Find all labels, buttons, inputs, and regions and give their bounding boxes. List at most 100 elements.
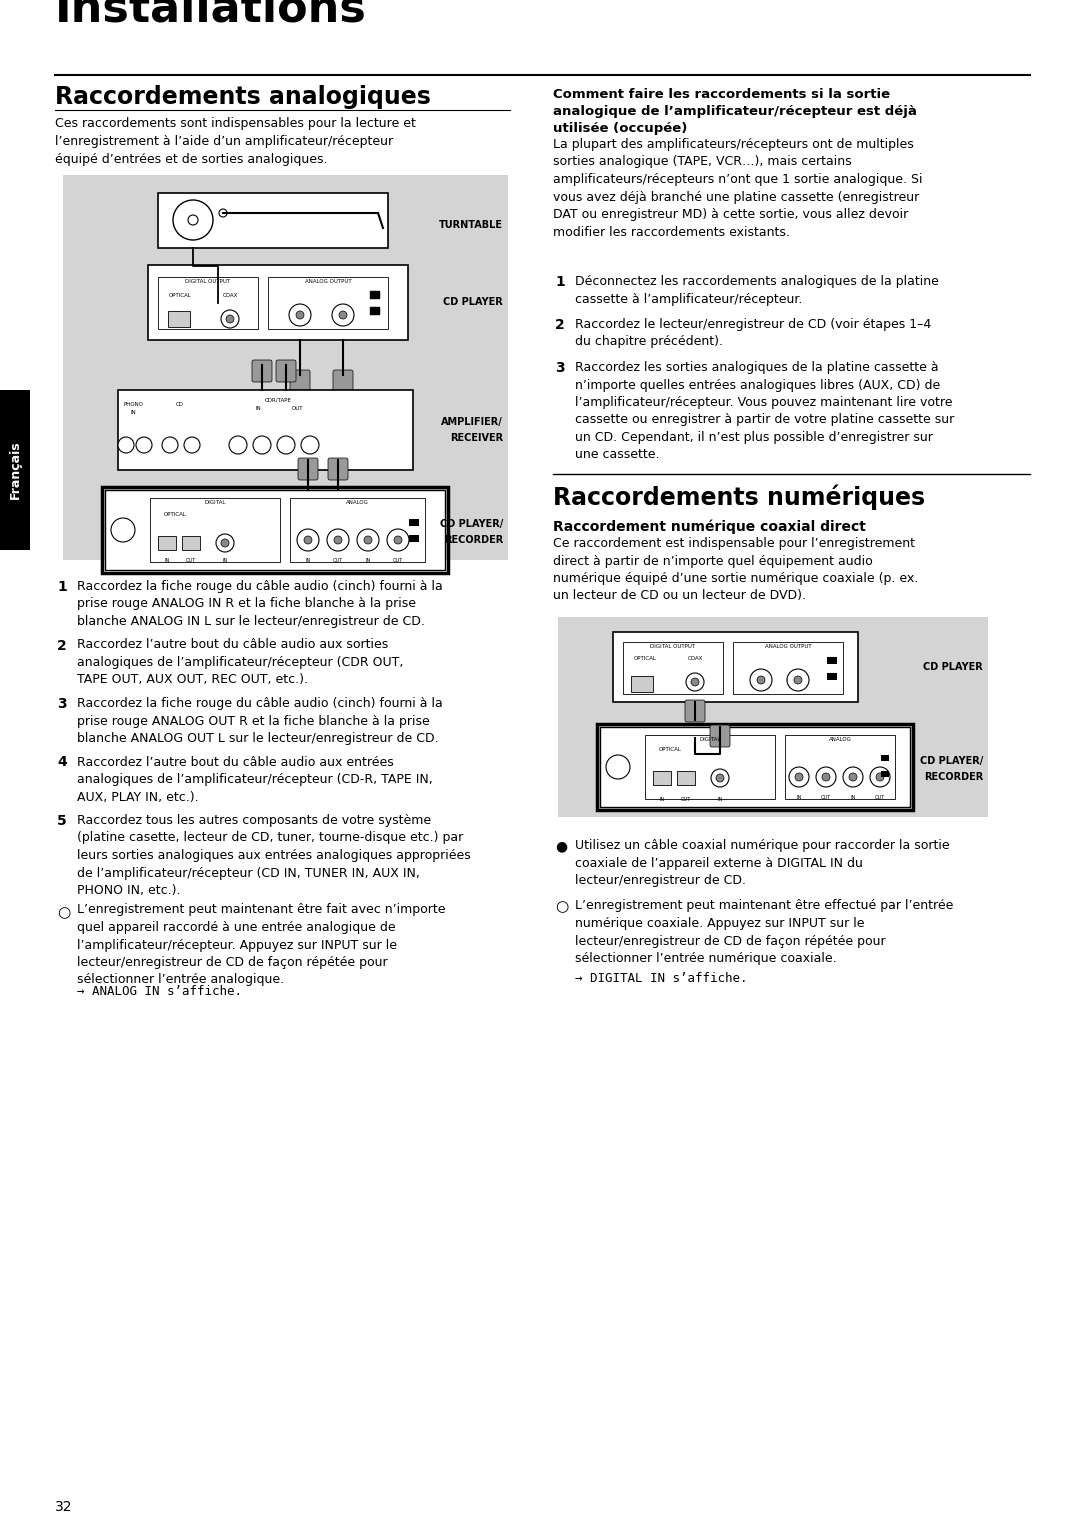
Bar (291, 497, 426, 562)
Bar (597, 723, 913, 810)
Bar (827, 673, 837, 681)
Text: CD PLAYER/: CD PLAYER/ (440, 519, 503, 530)
Text: RECEIVER: RECEIVER (450, 433, 503, 443)
Text: OUT: OUT (333, 559, 343, 563)
Bar (827, 658, 837, 664)
Text: CD: CD (176, 401, 184, 407)
Text: IN: IN (164, 559, 170, 563)
Circle shape (289, 304, 311, 327)
Bar (63, 175, 508, 560)
FancyBboxPatch shape (276, 360, 296, 382)
Bar (158, 192, 388, 249)
Circle shape (876, 774, 885, 781)
Text: 32: 32 (55, 1500, 72, 1514)
Text: OPTICAL: OPTICAL (168, 293, 191, 298)
Text: OUT: OUT (393, 559, 403, 563)
Text: Ces raccordements sont indispensables pour la lecture et
l’enregistrement à l’ai: Ces raccordements sont indispensables po… (55, 118, 416, 166)
Text: Raccordez la fiche rouge du câble audio (cinch) fourni à la
prise rouge ANALOG O: Raccordez la fiche rouge du câble audio … (77, 697, 443, 745)
Circle shape (795, 774, 804, 781)
Circle shape (789, 768, 809, 787)
Circle shape (327, 530, 349, 551)
Text: TURNTABLE: TURNTABLE (438, 220, 503, 230)
Bar (0, 391, 30, 549)
Text: COAX: COAX (687, 656, 703, 661)
Circle shape (711, 769, 729, 787)
Text: Déconnectez les raccordements analogiques de la platine
cassette à l’amplificate: Déconnectez les raccordements analogique… (575, 275, 939, 305)
Text: CD PLAYER/: CD PLAYER/ (920, 755, 983, 766)
Text: ●: ● (555, 839, 567, 853)
Bar (148, 266, 408, 340)
Text: → ANALOG IN s’affiche.: → ANALOG IN s’affiche. (77, 984, 242, 998)
Circle shape (394, 536, 402, 543)
Bar (613, 632, 858, 702)
FancyBboxPatch shape (710, 725, 730, 748)
Text: PHONO: PHONO (123, 401, 143, 407)
Text: Raccordez la fiche rouge du câble audio (cinch) fourni à la
prise rouge ANALOG I: Raccordez la fiche rouge du câble audio … (77, 580, 443, 629)
Text: IN: IN (130, 410, 136, 415)
Circle shape (716, 774, 724, 781)
Text: OUT: OUT (821, 795, 832, 800)
Text: OUT: OUT (293, 406, 303, 410)
Bar (370, 291, 380, 299)
Circle shape (339, 311, 347, 319)
Bar (733, 642, 843, 694)
Bar (600, 726, 910, 807)
Bar (623, 642, 723, 694)
Circle shape (216, 534, 234, 552)
Circle shape (301, 436, 319, 455)
Circle shape (757, 676, 765, 684)
Text: RECORDER: RECORDER (923, 772, 983, 781)
Bar (268, 278, 388, 330)
Text: ANALOG OUTPUT: ANALOG OUTPUT (765, 644, 811, 649)
Text: Raccordez le lecteur/enregistreur de CD (voir étapes 1–4
du chapitre précédent).: Raccordez le lecteur/enregistreur de CD … (575, 317, 931, 348)
FancyBboxPatch shape (685, 700, 705, 722)
Bar (150, 497, 280, 562)
Text: OPTICAL: OPTICAL (163, 513, 187, 517)
Bar (102, 487, 448, 572)
Text: COAX: COAX (222, 293, 238, 298)
Bar (409, 519, 419, 526)
Text: IN: IN (660, 797, 664, 803)
Circle shape (816, 768, 836, 787)
Text: ANALOG OUTPUT: ANALOG OUTPUT (305, 279, 351, 284)
Bar (631, 676, 653, 691)
Circle shape (822, 774, 831, 781)
Bar (677, 771, 696, 784)
Text: RECORDER: RECORDER (444, 536, 503, 545)
Circle shape (226, 314, 234, 324)
Circle shape (111, 517, 135, 542)
Text: Ce raccordement est indispensable pour l’enregistrement
direct à partir de n’imp: Ce raccordement est indispensable pour l… (553, 537, 918, 603)
Text: DIGITAL: DIGITAL (700, 737, 720, 742)
Text: Raccordez l’autre bout du câble audio aux entrées
analogiques de l’amplificateur: Raccordez l’autre bout du câble audio au… (77, 755, 433, 804)
Text: 3: 3 (555, 362, 565, 375)
Circle shape (332, 304, 354, 327)
Circle shape (219, 209, 227, 217)
Text: IN: IN (717, 797, 723, 803)
Text: IN: IN (222, 559, 228, 563)
Text: ○: ○ (555, 899, 568, 914)
Circle shape (750, 668, 772, 691)
Circle shape (276, 436, 295, 455)
Circle shape (303, 536, 312, 543)
Text: CD PLAYER: CD PLAYER (923, 662, 983, 671)
Circle shape (686, 673, 704, 691)
Bar (881, 771, 889, 777)
Text: IN: IN (306, 559, 311, 563)
Text: CDR/TAPE: CDR/TAPE (265, 398, 292, 403)
Text: 2: 2 (555, 317, 565, 333)
Text: L’enregistrement peut maintenant être effectué par l’entrée
numérique coaxiale. : L’enregistrement peut maintenant être ef… (575, 899, 954, 964)
Text: OUT: OUT (680, 797, 691, 803)
Text: CD PLAYER: CD PLAYER (443, 298, 503, 307)
Circle shape (173, 200, 213, 240)
Text: Utilisez un câble coaxial numérique pour raccorder la sortie
coaxiale de l’appar: Utilisez un câble coaxial numérique pour… (575, 839, 949, 887)
Text: 2: 2 (57, 638, 67, 653)
Bar (370, 307, 380, 314)
Circle shape (849, 774, 858, 781)
Circle shape (188, 215, 198, 224)
Circle shape (794, 676, 802, 684)
Circle shape (843, 768, 863, 787)
Circle shape (162, 436, 178, 453)
Circle shape (221, 539, 229, 546)
Text: OPTICAL: OPTICAL (659, 748, 681, 752)
Bar (653, 771, 671, 784)
